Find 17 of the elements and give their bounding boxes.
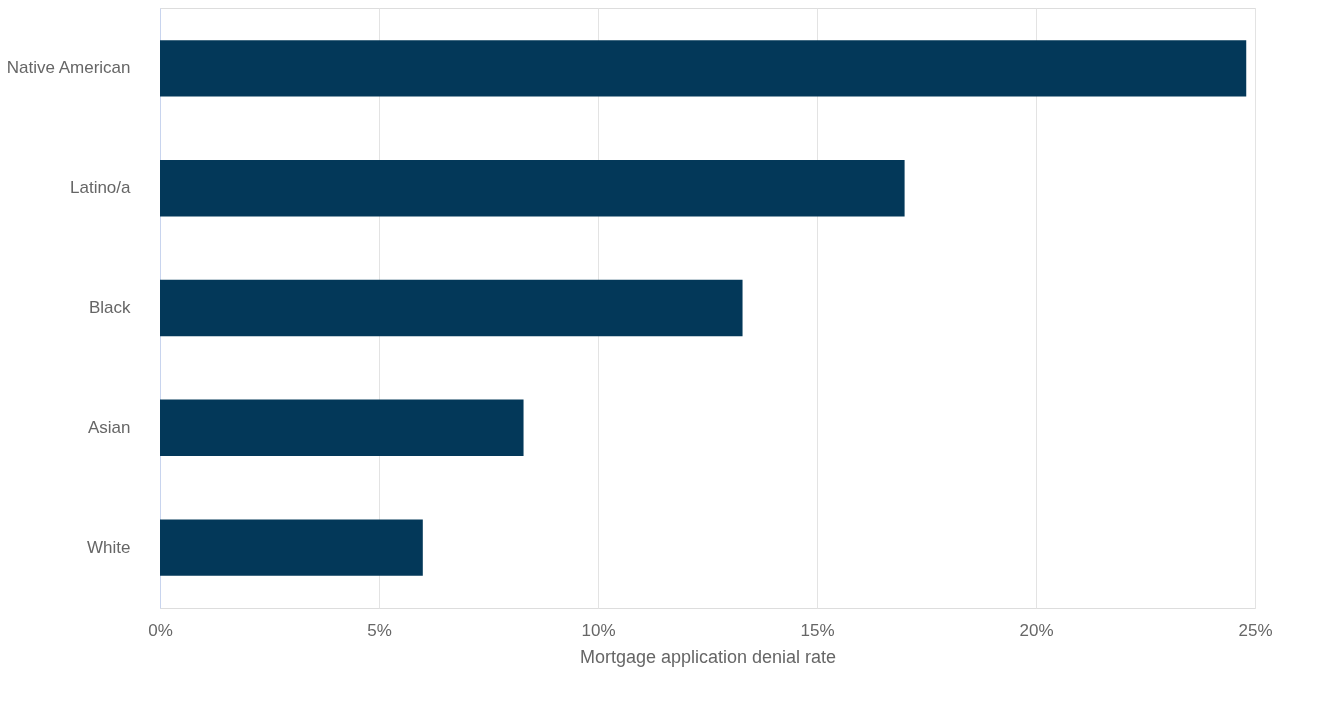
bar <box>160 160 905 217</box>
x-tick-label: 10% <box>581 620 616 640</box>
y-tick-label: Black <box>88 298 131 317</box>
y-tick-label: White <box>87 537 131 557</box>
y-tick-label: Latino/a <box>70 178 132 198</box>
x-tick-label: 15% <box>800 620 835 640</box>
x-tick-label: 5% <box>367 620 392 640</box>
x-axis-title: Mortgage application denial rate <box>579 646 837 667</box>
bar <box>160 519 423 576</box>
bar <box>160 279 743 337</box>
x-tick-label: 0% <box>148 620 173 640</box>
y-tick-label: Native American <box>6 58 131 78</box>
y-tick-label: Asian <box>87 417 131 437</box>
x-tick-label: 25% <box>1238 620 1273 640</box>
bar <box>160 40 1247 97</box>
bar <box>160 399 524 456</box>
x-tick-label: 20% <box>1019 620 1054 640</box>
